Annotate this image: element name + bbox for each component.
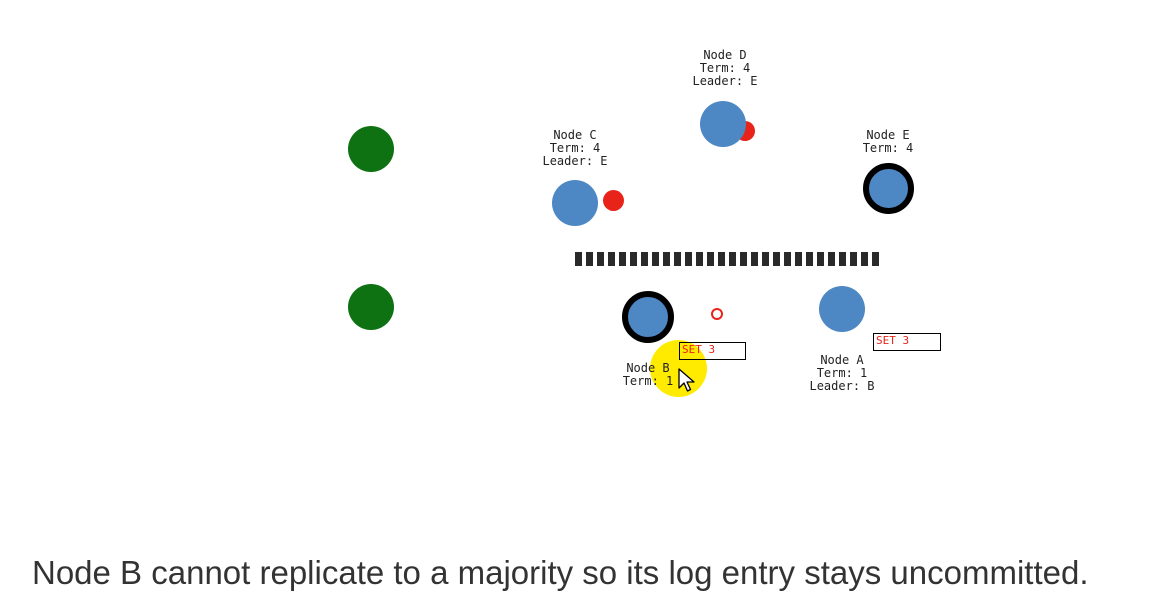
node-e-label: Node E Term: 4 — [838, 129, 938, 155]
node-e-name: Node E — [866, 128, 910, 142]
node-a-term: Term: 1 — [816, 366, 868, 380]
node-d-leader: Leader: E — [692, 74, 758, 88]
node-b-term: Term: 1 — [622, 374, 674, 388]
node-d[interactable] — [700, 101, 746, 147]
message-dot — [603, 190, 624, 211]
node-d-name: Node D — [703, 48, 747, 62]
node-d-term: Term: 4 — [699, 61, 751, 75]
client-top — [348, 126, 394, 172]
cursor-icon — [678, 368, 695, 392]
node-a-leader: Leader: B — [809, 379, 875, 393]
node-b-log-entry: SET 3 — [679, 342, 746, 360]
node-c-name: Node C — [553, 128, 597, 142]
node-c-term: Term: 4 — [549, 141, 601, 155]
client-bottom — [348, 284, 394, 330]
caption: Node B cannot replicate to a majority so… — [32, 554, 1089, 591]
message-ring — [711, 308, 723, 320]
node-d-label: Node D Term: 4 Leader: E — [675, 49, 775, 88]
node-b-label: Node B Term: 1 — [598, 362, 698, 388]
node-c-leader: Leader: E — [542, 154, 608, 168]
node-c[interactable] — [552, 180, 598, 226]
network-partition — [575, 252, 879, 266]
node-e-term: Term: 4 — [862, 141, 914, 155]
node-a-log-entry: SET 3 — [873, 333, 941, 351]
node-a-label: Node A Term: 1 Leader: B — [792, 354, 892, 393]
node-b-name: Node B — [626, 361, 670, 375]
node-c-label: Node C Term: 4 Leader: E — [525, 129, 625, 168]
node-a[interactable] — [819, 286, 865, 332]
node-a-name: Node A — [820, 353, 864, 367]
node-b[interactable] — [622, 291, 674, 343]
node-e[interactable] — [863, 163, 914, 214]
